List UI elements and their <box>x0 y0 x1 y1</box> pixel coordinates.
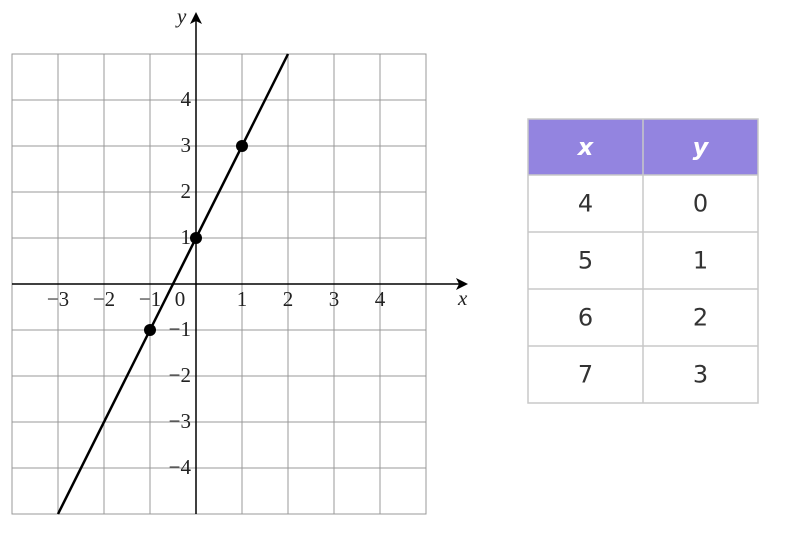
table-header: y <box>693 133 710 161</box>
line <box>56 53 290 515</box>
x-axis-label: x <box>457 286 468 310</box>
point <box>236 140 248 152</box>
x-tick-label: −1 <box>139 287 161 311</box>
x-tick-label: −2 <box>93 287 115 311</box>
y-tick-label: 1 <box>181 225 192 249</box>
table-cell: 0 <box>693 190 708 218</box>
x-tick-label: 1 <box>237 287 248 311</box>
table-cell: 1 <box>693 247 708 275</box>
table-header: x <box>577 133 595 161</box>
y-tick-label: −1 <box>169 317 191 341</box>
table-border <box>527 118 759 404</box>
y-axis-label: y <box>175 4 187 28</box>
table-cell: 3 <box>693 361 708 389</box>
x-tick-label: 2 <box>283 287 294 311</box>
table-cell: 2 <box>693 304 708 332</box>
x-tick-label: 4 <box>375 287 386 311</box>
y-tick-label: 3 <box>181 133 192 157</box>
y-tick-label: −2 <box>169 363 191 387</box>
x-tick-label: −3 <box>47 287 69 311</box>
table-cell: 6 <box>578 304 593 332</box>
y-tick-label: −3 <box>169 409 191 433</box>
y-axis-arrow <box>190 12 202 24</box>
point <box>144 324 156 336</box>
x-axis-arrow <box>456 278 468 290</box>
x-tick-label: 0 <box>175 287 186 311</box>
x-tick-label: 3 <box>329 287 340 311</box>
table-cell: 5 <box>578 247 593 275</box>
y-tick-label: 4 <box>181 87 192 111</box>
y-tick-label: 2 <box>181 179 192 203</box>
point <box>190 232 202 244</box>
table-cell: 4 <box>578 190 593 218</box>
table-cell: 7 <box>578 361 593 389</box>
y-tick-label: −4 <box>169 455 192 479</box>
